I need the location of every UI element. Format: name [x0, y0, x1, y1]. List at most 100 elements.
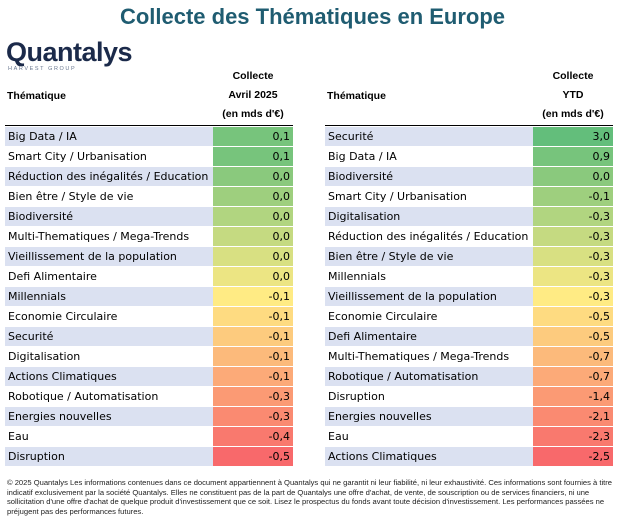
right-value-cell: -0,5: [533, 306, 613, 327]
right-header-line-1: Collecte: [552, 70, 594, 82]
right-value-cell: -2,3: [533, 426, 613, 447]
right-theme-label: Securité: [325, 127, 533, 147]
left-table-row: Economie Circulaire -0,1: [5, 306, 293, 327]
left-value-cell: -0,3: [213, 386, 293, 407]
right-value-cell: -0,3: [533, 226, 613, 247]
left-value-cell: 0,0: [213, 166, 293, 187]
left-table-row: Vieillissement de la population 0,0: [5, 246, 293, 267]
right-theme-label: Vieillissement de la population: [325, 286, 533, 307]
right-value-cell: -0,3: [533, 266, 613, 287]
left-table-row: Big Data / IA 0,1: [5, 127, 293, 147]
right-table-row: Bien être / Style de vie -0,3: [325, 246, 613, 267]
disclaimer-footer: © 2025 Quantalys Les informations conten…: [7, 478, 613, 516]
right-theme-label: Economie Circulaire: [325, 306, 533, 327]
left-theme-label: Eau: [5, 426, 213, 447]
logo-wordmark: Quantalys: [6, 37, 133, 67]
left-theme-label: Bien être / Style de vie: [5, 186, 213, 207]
right-value-cell: 0,0: [533, 166, 613, 187]
right-table-row: Securité 3,0: [325, 127, 613, 147]
left-value-header: Collecte Avril 2025 (en mds d'€): [213, 69, 293, 121]
left-value-cell: -0,4: [213, 426, 293, 447]
right-value-cell: -0,7: [533, 366, 613, 387]
left-value-cell: -0,3: [213, 406, 293, 427]
right-value-header: Collecte YTD (en mds d'€): [533, 69, 613, 121]
right-theme-label: Big Data / IA: [325, 146, 533, 167]
left-value-cell: 0,0: [213, 206, 293, 227]
left-table-row: Biodiversité 0,0: [5, 206, 293, 227]
left-theme-label: Millennials: [5, 286, 213, 307]
right-value-cell: -0,3: [533, 246, 613, 267]
left-theme-label: Smart City / Urbanisation: [5, 146, 213, 167]
left-table-row: Actions Climatiques -0,1: [5, 366, 293, 387]
right-table-row: Digitalisation -0,3: [325, 206, 613, 227]
left-theme-label: Robotique / Automatisation: [5, 386, 213, 407]
left-table-row: Bien être / Style de vie 0,0: [5, 186, 293, 207]
right-table-row: Multi-Thematiques / Mega-Trends -0,7: [325, 346, 613, 367]
right-theme-label: Digitalisation: [325, 206, 533, 227]
left-value-cell: 0,0: [213, 226, 293, 247]
right-header-line-2: YTD: [562, 89, 584, 101]
left-value-cell: 0,0: [213, 246, 293, 267]
right-value-cell: -0,5: [533, 326, 613, 347]
quantalys-logo: Quantalys HARVEST GROUP: [6, 37, 146, 75]
left-theme-label: Economie Circulaire: [5, 306, 213, 327]
right-column-label: Thématique: [327, 90, 386, 102]
right-table-row: Actions Climatiques -2,5: [325, 446, 613, 467]
right-theme-label: Actions Climatiques: [325, 446, 533, 467]
right-table-row: Defi Alimentaire -0,5: [325, 326, 613, 347]
right-table-row: Vieillissement de la population -0,3: [325, 286, 613, 307]
right-data-table: Securité 3,0 Big Data / IA 0,9 Biodiversité 0…: [325, 127, 613, 467]
left-table-row: Energies nouvelles -0,3: [5, 406, 293, 427]
right-theme-label: Millennials: [325, 266, 533, 287]
right-theme-label: Eau: [325, 426, 533, 447]
left-theme-label: Multi-Thematiques / Mega-Trends: [5, 226, 213, 247]
left-value-cell: 0,0: [213, 266, 293, 287]
left-value-cell: 0,0: [213, 186, 293, 207]
right-table-row: Millennials -0,3: [325, 266, 613, 287]
right-value-cell: 0,9: [533, 146, 613, 167]
left-table-row: Robotique / Automatisation -0,3: [5, 386, 293, 407]
right-theme-label: Bien être / Style de vie: [325, 246, 533, 267]
right-value-cell: -2,1: [533, 406, 613, 427]
left-table-row: Smart City / Urbanisation 0,1: [5, 146, 293, 167]
left-value-cell: 0,1: [213, 127, 293, 147]
right-table-row: Robotique / Automatisation -0,7: [325, 366, 613, 387]
left-theme-label: Disruption: [5, 446, 213, 467]
right-theme-label: Réduction des inégalités / Education: [325, 226, 533, 247]
logo-subtitle: HARVEST GROUP: [8, 66, 77, 72]
left-value-cell: -0,5: [213, 446, 293, 467]
left-value-cell: -0,1: [213, 366, 293, 387]
left-theme-label: Réduction des inégalités / Education: [5, 166, 213, 187]
left-theme-label: Defi Alimentaire: [5, 266, 213, 287]
left-theme-label: Big Data / IA: [5, 127, 213, 147]
right-theme-label: Robotique / Automatisation: [325, 366, 533, 387]
right-theme-label: Defi Alimentaire: [325, 326, 533, 347]
left-theme-label: Biodiversité: [5, 206, 213, 227]
right-value-cell: -0,7: [533, 346, 613, 367]
left-theme-label: Digitalisation: [5, 346, 213, 367]
left-table-row: Multi-Thematiques / Mega-Trends 0,0: [5, 226, 293, 247]
page-title: Collecte des Thématiques en Europe: [119, 4, 506, 29]
right-table-row: Energies nouvelles -2,1: [325, 406, 613, 427]
right-theme-label: Disruption: [325, 386, 533, 407]
left-theme-label: Energies nouvelles: [5, 406, 213, 427]
left-value-cell: -0,1: [213, 286, 293, 307]
left-table-row: Securité -0,1: [5, 326, 293, 347]
right-table-row: Smart City / Urbanisation -0,1: [325, 186, 613, 207]
right-value-cell: -1,4: [533, 386, 613, 407]
left-table-row: Defi Alimentaire 0,0: [5, 266, 293, 287]
right-value-cell: -0,1: [533, 186, 613, 207]
left-value-cell: -0,1: [213, 346, 293, 367]
left-value-cell: 0,1: [213, 146, 293, 167]
left-data-table: Big Data / IA 0,1 Smart City / Urbanisatio…: [5, 127, 293, 467]
left-table-row: Digitalisation -0,1: [5, 346, 293, 367]
right-table-row: Economie Circulaire -0,5: [325, 306, 613, 327]
right-table-row: Disruption -1,4: [325, 386, 613, 407]
right-theme-label: Biodiversité: [325, 166, 533, 187]
left-header-line-3: (en mds d'€): [222, 108, 284, 120]
right-table-row: Biodiversité 0,0: [325, 166, 613, 187]
right-table-row: Eau -2,3: [325, 426, 613, 447]
left-value-cell: -0,1: [213, 306, 293, 327]
left-table-row: Disruption -0,5: [5, 446, 293, 467]
left-header-line-1: Collecte: [232, 70, 274, 82]
